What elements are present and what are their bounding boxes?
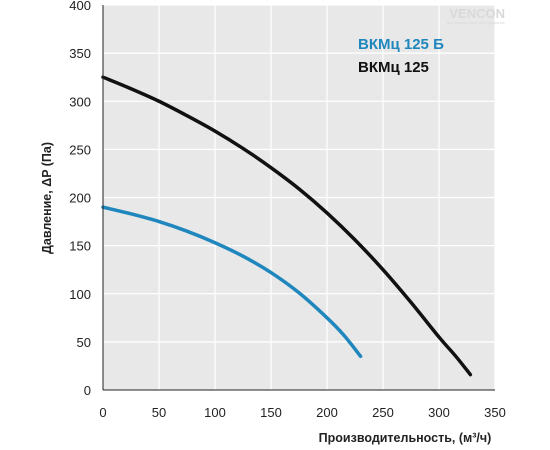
y-tick-label-0: 0: [84, 383, 91, 398]
y-tick-label-4: 200: [69, 191, 91, 206]
legend-entry-series-1: ВКМц 125 Б: [358, 36, 444, 53]
x-tick-labels: 0 50 100 150 200 250 300 350: [99, 405, 505, 420]
y-tick-label-5: 250: [69, 142, 91, 157]
x-tick-label-7: 350: [484, 405, 506, 420]
x-axis-title: Производительность, (м³/ч): [319, 431, 492, 445]
x-tick-label-6: 300: [428, 405, 450, 420]
x-tick-label-5: 250: [372, 405, 394, 420]
legend-entry-series-2: ВКМц 125: [358, 59, 429, 76]
x-tick-label-2: 100: [204, 405, 226, 420]
x-tick-label-1: 50: [152, 405, 166, 420]
legend: ВКМц 125 Б ВКМц 125: [358, 36, 444, 76]
y-tick-labels: 0 50 100 150 200 250 300 350 400: [69, 0, 91, 398]
watermark-tagline: вентиляционное оборудование: [447, 20, 506, 25]
y-axis-title: Давление, ΔP (Па): [40, 142, 54, 254]
watermark: VENCON вентиляционное оборудование: [447, 6, 506, 25]
x-tick-label-3: 150: [260, 405, 282, 420]
grid-lines: [103, 4, 496, 390]
watermark-brand: VENCON: [449, 6, 505, 21]
y-tick-label-7: 350: [69, 46, 91, 61]
x-tick-label-0: 0: [99, 405, 106, 420]
series-layer: [101, 75, 473, 377]
y-tick-label-1: 50: [77, 335, 91, 350]
y-tick-label-8: 400: [69, 0, 91, 13]
y-tick-label-6: 300: [69, 94, 91, 109]
y-tick-label-2: 100: [69, 287, 91, 302]
y-tick-label-3: 150: [69, 239, 91, 254]
x-tick-label-4: 200: [316, 405, 338, 420]
series-line-2: [101, 75, 473, 377]
series-line-1: [101, 205, 363, 359]
